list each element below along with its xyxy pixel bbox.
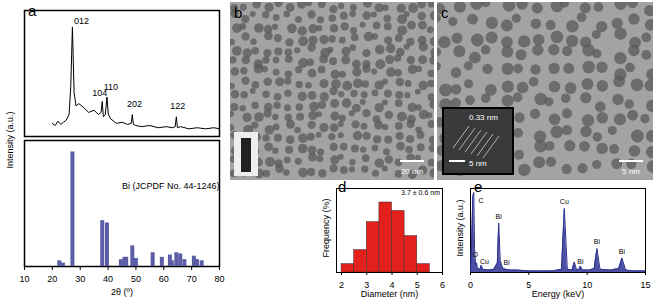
svg-text:80: 80	[214, 274, 224, 284]
svg-text:104: 104	[92, 88, 108, 99]
svg-text:3.7 ± 0.6 nm: 3.7 ± 0.6 nm	[401, 189, 440, 196]
svg-text:110: 110	[104, 82, 118, 92]
html-text:Frequency (%): Frequency (%)	[321, 198, 331, 258]
html-text:d: d	[338, 178, 347, 195]
svg-text:Bi: Bi	[619, 248, 626, 255]
svg-text:Bi: Bi	[504, 259, 511, 266]
svg-text:0.33 nm: 0.33 nm	[469, 113, 498, 122]
svg-text:70: 70	[187, 274, 197, 284]
svg-text:122: 122	[170, 101, 185, 111]
svg-text:3: 3	[364, 279, 370, 290]
svg-text:10: 10	[19, 274, 29, 284]
svg-text:5: 5	[526, 280, 531, 290]
svg-text:202: 202	[127, 99, 142, 109]
html-text:e: e	[474, 178, 483, 195]
html-text:Intensity (a.u.): Intensity (a.u.)	[5, 111, 15, 169]
svg-text:20: 20	[47, 274, 57, 284]
svg-text:4: 4	[389, 279, 395, 290]
svg-text:Cu: Cu	[560, 198, 569, 205]
svg-text:50: 50	[131, 274, 141, 284]
svg-text:Diameter (nm): Diameter (nm)	[361, 289, 419, 299]
svg-text:2: 2	[339, 280, 344, 290]
svg-text:60: 60	[159, 274, 169, 284]
svg-text:40: 40	[103, 274, 113, 284]
svg-text:C: C	[478, 197, 483, 204]
html-text:c: c	[441, 4, 449, 21]
svg-text:O: O	[472, 251, 478, 258]
svg-text:6: 6	[440, 280, 445, 290]
svg-text:Cu: Cu	[480, 258, 489, 265]
svg-text:20 nm: 20 nm	[401, 167, 424, 176]
svg-text:Energy (keV): Energy (keV)	[532, 289, 585, 299]
svg-text:2θ (º): 2θ (º)	[111, 287, 133, 297]
svg-text:5: 5	[414, 279, 420, 290]
svg-text:Bi: Bi	[496, 213, 503, 220]
html-text:Intensity (a.u.): Intensity (a.u.)	[455, 199, 465, 257]
svg-text:10: 10	[582, 279, 593, 290]
svg-text:Bi: Bi	[594, 238, 601, 245]
html-text:a: a	[28, 2, 37, 19]
svg-text:Bi: Bi	[577, 258, 584, 265]
svg-text:0: 0	[468, 280, 473, 290]
svg-text:30: 30	[75, 274, 85, 284]
svg-text:5 nm: 5 nm	[469, 159, 487, 168]
svg-text:Bi (JCPDF No. 44-1246): Bi (JCPDF No. 44-1246)	[122, 181, 220, 191]
html-text:b: b	[234, 4, 243, 21]
svg-text:15: 15	[640, 280, 650, 290]
svg-text:012: 012	[74, 16, 89, 26]
svg-text:5 nm: 5 nm	[622, 167, 640, 176]
